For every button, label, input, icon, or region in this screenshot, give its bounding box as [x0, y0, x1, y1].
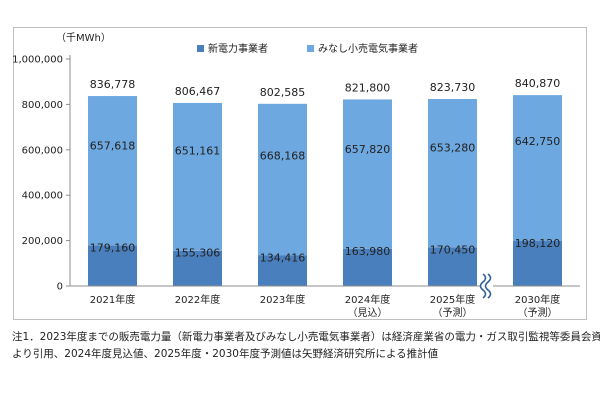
legend-swatch-1 — [197, 45, 204, 52]
legend-label-1: 新電力事業者 — [208, 42, 268, 55]
bar-segment-deemed-retailer — [173, 102, 222, 251]
y-tick-label: 400,000 — [22, 191, 63, 202]
x-tick-label: 2021年度 — [90, 293, 135, 306]
x-tick-sublabel: （予測） — [518, 306, 558, 319]
bar-segment-deemed-retailer — [343, 99, 392, 249]
new-retailer-value-label: 198,120 — [515, 237, 561, 250]
new-retailer-value-label: 155,306 — [175, 247, 221, 260]
new-retailer-value-label: 163,980 — [345, 245, 391, 258]
deemed-retailer-value-label: 653,280 — [430, 141, 476, 154]
total-value-label: 806,467 — [175, 85, 221, 98]
total-value-label: 821,800 — [345, 81, 391, 94]
bar-segment-new-retailer — [173, 250, 222, 286]
bar-segment-deemed-retailer — [258, 103, 307, 256]
y-tick-label: 600,000 — [22, 145, 63, 156]
x-tick-label: 2023年度 — [260, 293, 305, 306]
axis-break-icon — [479, 273, 487, 299]
x-tick-label: 2024年度 — [345, 293, 390, 306]
new-retailer-value-label: 170,450 — [430, 243, 476, 256]
bar-segment-new-retailer — [428, 247, 477, 286]
y-tick-label: 200,000 — [22, 236, 63, 247]
y-tick-label: 1,000,000 — [12, 55, 63, 66]
footnote-line-1: 注1．2023年度までの販売電力量（新電力事業者及びみなし小売電気事業者）は経済… — [12, 331, 600, 343]
x-tick-sublabel: （予測） — [433, 306, 473, 319]
bar-segment-deemed-retailer — [513, 95, 562, 242]
unit-label: （千MWh） — [56, 32, 111, 44]
new-retailer-value-label: 134,416 — [260, 251, 306, 264]
bar-segment-new-retailer — [258, 255, 307, 286]
deemed-retailer-value-label: 642,750 — [515, 135, 561, 148]
footnote-line-2: より引用、2024年度見込値、2025年度・2030年度予測値は矢野経済研究所に… — [12, 348, 439, 360]
chart-frame — [13, 27, 587, 320]
deemed-retailer-value-label: 657,820 — [345, 143, 391, 156]
bars: 836,778 657,618 179,160 806,467 651,161 155,3… — [88, 77, 562, 286]
legend: 新電力事業者 みなし小売電気事業者 — [197, 42, 418, 55]
total-value-label: 823,730 — [430, 81, 476, 94]
x-tick-sublabel: （見込） — [348, 307, 388, 319]
new-retailer-value-label: 179,160 — [90, 241, 136, 254]
bar-segment-deemed-retailer — [88, 96, 137, 246]
deemed-retailer-value-label: 668,168 — [260, 149, 306, 162]
x-axis: 2021年度 2022年度 2023年度 2024年度（見込）2025年度（予測）20… — [70, 273, 580, 319]
total-value-label: 840,870 — [515, 77, 561, 90]
y-axis: 0 200,000 400,000 600,000 800,000 1,000,000 — [12, 55, 71, 293]
bar-segment-new-retailer — [513, 241, 562, 286]
x-tick-label: 2030年度 — [515, 293, 560, 306]
axis-break-icon — [484, 273, 492, 299]
legend-swatch-2 — [307, 45, 314, 52]
x-tick-label: 2022年度 — [175, 293, 220, 306]
bar-segment-deemed-retailer — [428, 99, 477, 248]
deemed-retailer-value-label: 651,161 — [175, 145, 221, 158]
bar-segment-new-retailer — [343, 248, 392, 286]
total-value-label: 836,778 — [90, 78, 136, 91]
y-tick-label: 800,000 — [22, 100, 63, 111]
bar-segment-new-retailer — [88, 245, 137, 286]
deemed-retailer-value-label: 657,618 — [90, 139, 136, 152]
y-tick-label: 0 — [57, 282, 63, 293]
total-value-label: 802,585 — [260, 86, 306, 99]
x-tick-label: 2025年度 — [430, 293, 475, 306]
legend-label-2: みなし小売電気事業者 — [318, 42, 418, 55]
